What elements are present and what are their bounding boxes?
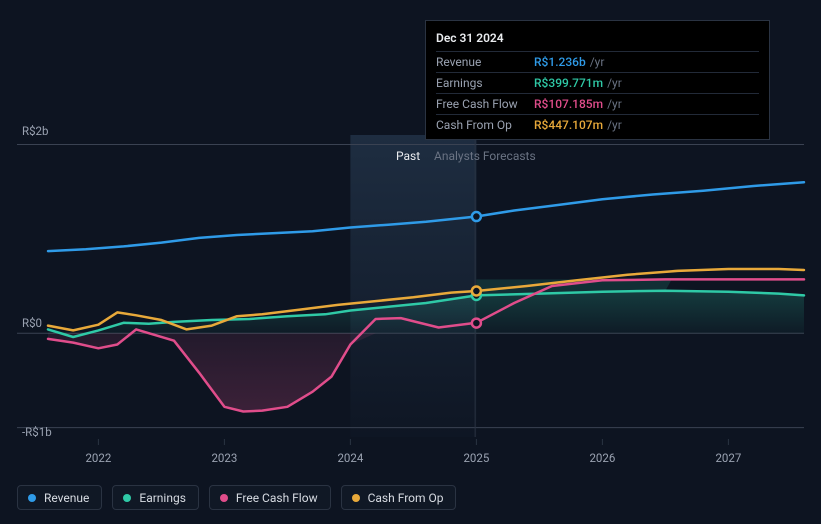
forecast-label: Analysts Forecasts	[434, 149, 536, 163]
legend-item-revenue[interactable]: Revenue	[17, 485, 102, 510]
x-tick-label: 2024	[337, 451, 363, 465]
legend-swatch-icon	[220, 494, 228, 502]
tooltip-metric-label: Earnings	[436, 76, 534, 90]
tooltip-metric-value: R$1.236b	[534, 55, 586, 69]
tooltip-title: Dec 31 2024	[436, 27, 759, 49]
legend-item-cfo[interactable]: Cash From Op	[341, 485, 457, 510]
tooltip-row: Cash From OpR$447.107m/yr	[436, 114, 759, 135]
y-tick-label: R$2b	[22, 124, 48, 138]
revenue-marker	[472, 212, 481, 221]
legend-swatch-icon	[28, 494, 36, 502]
x-tick-label: 2022	[85, 451, 111, 465]
legend-label: Revenue	[44, 491, 89, 505]
legend-swatch-icon	[352, 494, 360, 502]
x-tick-label: 2026	[589, 451, 615, 465]
legend: Revenue Earnings Free Cash Flow Cash From O…	[17, 485, 456, 510]
tooltip-metric-unit: /yr	[607, 97, 622, 111]
cfo-marker	[472, 286, 481, 295]
tooltip-metric-value: R$399.771m	[534, 76, 603, 90]
fcf-marker	[472, 319, 481, 328]
tooltip-row: Free Cash FlowR$107.185m/yr	[436, 93, 759, 114]
x-tick-label: 2027	[715, 451, 741, 465]
tooltip-metric-value: R$447.107m	[534, 118, 603, 132]
y-tick-label: -R$1b	[22, 425, 52, 439]
legend-label: Earnings	[139, 491, 186, 505]
past-label: Past	[396, 149, 420, 163]
legend-item-fcf[interactable]: Free Cash Flow	[209, 485, 331, 510]
hover-tooltip: Dec 31 2024 RevenueR$1.236b/yrEarningsR$…	[425, 20, 770, 140]
tooltip-metric-label: Revenue	[436, 55, 534, 69]
tooltip-metric-unit: /yr	[607, 76, 622, 90]
tooltip-row: EarningsR$399.771m/yr	[436, 72, 759, 93]
y-tick-label: R$0	[22, 316, 42, 330]
chart-container: R$2b R$0 -R$1b Past Analysts Forecasts 2…	[0, 0, 821, 524]
tooltip-metric-label: Cash From Op	[436, 118, 534, 132]
tooltip-metric-value: R$107.185m	[534, 97, 603, 111]
tooltip-metric-unit: /yr	[590, 55, 605, 69]
tooltip-row: RevenueR$1.236b/yr	[436, 51, 759, 72]
legend-swatch-icon	[123, 494, 131, 502]
tooltip-metric-unit: /yr	[607, 118, 622, 132]
legend-label: Free Cash Flow	[236, 491, 318, 505]
x-tick-label: 2025	[463, 451, 489, 465]
legend-label: Cash From Op	[368, 491, 444, 505]
tooltip-metric-label: Free Cash Flow	[436, 97, 534, 111]
x-tick-label: 2023	[211, 451, 237, 465]
legend-item-earnings[interactable]: Earnings	[112, 485, 199, 510]
